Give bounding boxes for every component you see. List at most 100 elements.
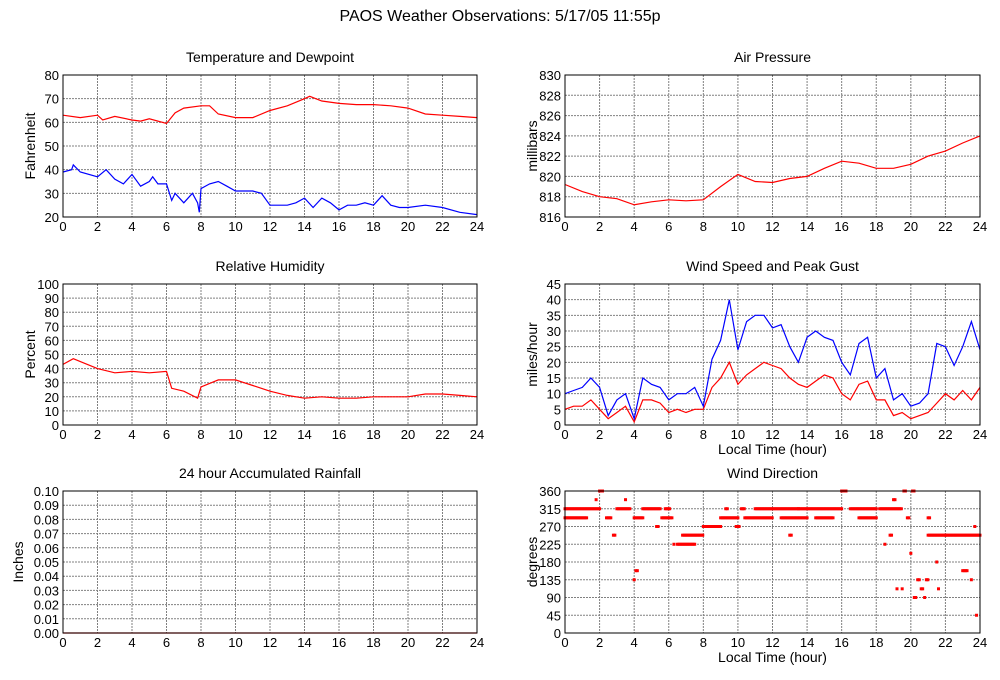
y-tick-label: 826 [539,109,561,124]
data-point [874,516,878,520]
x-tick-label: 14 [297,635,311,650]
y-tick-label: 45 [547,277,561,292]
y-tick-label: 25 [547,340,561,355]
y-tick-label: 30 [45,186,59,201]
series-dewpoint [62,163,478,216]
chart-title: Temperature and Dewpoint [186,49,354,65]
x-tick-label: 24 [470,635,484,650]
x-tick-label: 10 [731,635,745,650]
x-tick-label: 16 [332,219,346,234]
data-point [917,578,921,582]
data-point [973,525,977,528]
y-tick-label: 0.02 [34,598,59,613]
x-tick-label: 14 [800,635,814,650]
x-tick-label: 24 [470,427,484,442]
x-tick-label: 2 [94,219,101,234]
y-axis-label: degrees [524,537,540,588]
data-point [719,525,723,528]
data-point [736,516,740,520]
x-tick-label: 22 [435,635,449,650]
y-tick-label: 0 [52,418,59,433]
data-point [668,507,672,511]
x-axis-label: Local Time (hour) [718,441,827,457]
y-tick-label: 30 [45,376,59,391]
y-axis-label: Inches [10,541,26,582]
data-point [693,542,697,546]
data-point [628,507,632,511]
x-tick-label: 14 [800,219,814,234]
x-tick-label: 4 [128,427,135,442]
y-tick-label: 80 [45,68,59,83]
x-tick-label: 12 [765,635,779,650]
data-point [598,507,602,511]
x-tick-label: 12 [765,427,779,442]
data-point [883,542,887,546]
x-tick-label: 18 [869,635,883,650]
data-point [899,507,903,511]
x-tick-label: 24 [973,219,987,234]
x-tick-label: 14 [800,427,814,442]
data-point [789,533,793,537]
y-tick-label: 20 [45,390,59,405]
y-tick-label: 90 [547,591,561,606]
y-tick-label: 80 [45,305,59,320]
x-tick-label: 12 [765,219,779,234]
y-tick-label: 10 [547,387,561,402]
data-point [658,507,662,511]
x-tick-label: 2 [596,635,603,650]
y-tick-label: 225 [539,537,561,552]
y-tick-label: 5 [554,402,561,417]
data-point [937,587,940,591]
x-tick-label: 18 [366,427,380,442]
x-tick-label: 0 [561,219,568,234]
data-point [635,569,639,573]
data-point [609,516,613,520]
y-tick-label: 818 [539,190,561,205]
x-tick-label: 8 [700,219,707,234]
x-tick-label: 2 [596,427,603,442]
data-point [725,507,729,511]
x-tick-label: 16 [332,635,346,650]
data-point [909,551,913,555]
x-tick-label: 10 [228,219,242,234]
y-tick-label: 45 [547,608,561,623]
x-tick-label: 10 [228,635,242,650]
x-tick-label: 18 [366,219,380,234]
y-tick-label: 40 [45,163,59,178]
data-point [914,596,918,599]
plot-frame [564,74,981,218]
y-tick-label: 0 [554,418,561,433]
plot-frame [62,490,478,634]
data-point [890,533,894,537]
x-tick-label: 4 [128,219,135,234]
y-tick-label: 30 [547,324,561,339]
x-tick-label: 22 [435,427,449,442]
y-tick-label: 360 [539,484,561,499]
data-point [921,587,925,591]
y-tick-label: 20 [45,210,59,225]
y-tick-label: 816 [539,210,561,225]
x-tick-label: 2 [94,635,101,650]
x-tick-label: 4 [631,219,638,234]
chart-title: Relative Humidity [216,258,325,274]
data-point [975,613,979,617]
x-tick-label: 22 [938,219,952,234]
x-tick-label: 0 [561,635,568,650]
x-tick-label: 0 [59,635,66,650]
data-point [923,596,927,599]
y-tick-label: 60 [45,115,59,130]
y-tick-label: 0 [554,626,561,641]
data-point [969,578,973,582]
x-tick-label: 22 [938,427,952,442]
y-tick-label: 0.04 [34,569,59,584]
y-tick-label: 0.00 [34,626,59,641]
series-peak-gust [564,299,981,421]
x-tick-label: 10 [731,219,745,234]
x-tick-label: 10 [731,427,745,442]
data-point [935,560,939,564]
y-tick-label: 10 [45,404,59,419]
data-point [831,516,835,520]
